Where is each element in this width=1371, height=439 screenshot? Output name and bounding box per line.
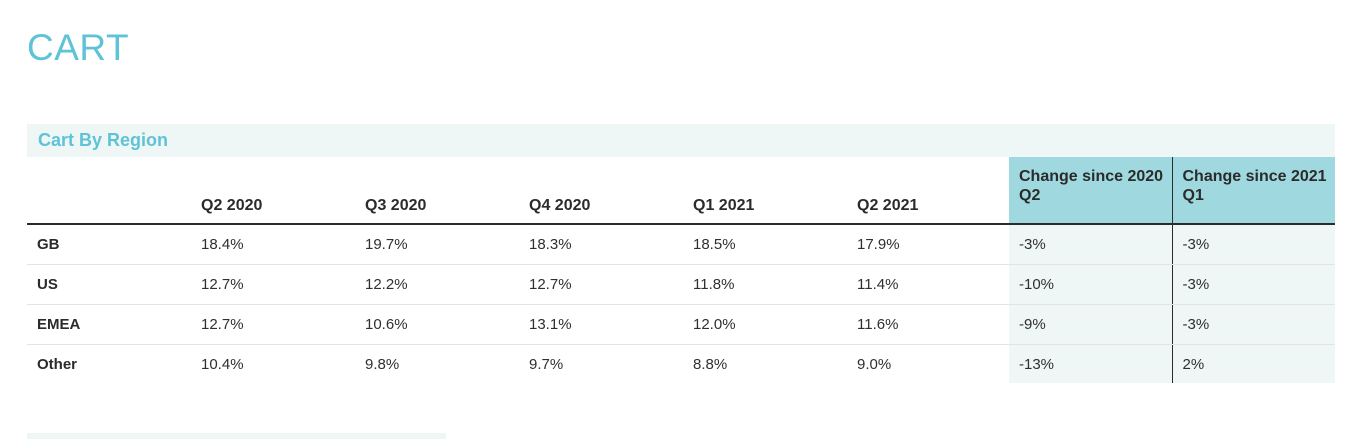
table-cell: 18.3% bbox=[519, 224, 683, 265]
table-cell: 11.8% bbox=[683, 264, 847, 305]
table-cell: 12.2% bbox=[355, 264, 519, 305]
section-title: Cart By Region bbox=[27, 124, 1335, 157]
table-cell: 12.0% bbox=[683, 304, 847, 345]
table-header-row: Q2 2020 Q3 2020 Q4 2020 Q1 2021 Q2 2021 … bbox=[27, 157, 1335, 225]
table-cell: 10.6% bbox=[355, 304, 519, 345]
region-label: GB bbox=[27, 224, 191, 265]
table-cell: 9.7% bbox=[519, 344, 683, 383]
page-title: CART bbox=[27, 27, 130, 68]
column-header: Q2 2021 bbox=[847, 157, 1009, 225]
change-cell: -13% bbox=[1009, 344, 1172, 383]
column-header: Q4 2020 bbox=[519, 157, 683, 225]
table-cell: 18.5% bbox=[683, 224, 847, 265]
table-row: EMEA 12.7% 10.6% 13.1% 12.0% 11.6% -9% -3% bbox=[27, 304, 1335, 345]
table-cell: 17.9% bbox=[847, 224, 1009, 265]
change-cell: -3% bbox=[1171, 264, 1335, 305]
table-cell: 9.8% bbox=[355, 344, 519, 383]
region-label: EMEA bbox=[27, 304, 191, 345]
table-row: GB 18.4% 19.7% 18.3% 18.5% 17.9% -3% -3% bbox=[27, 224, 1335, 265]
column-header: Q3 2020 bbox=[355, 157, 519, 225]
table-cell: 19.7% bbox=[355, 224, 519, 265]
table-cell: 12.7% bbox=[519, 264, 683, 305]
table-cell: 12.7% bbox=[191, 264, 355, 305]
change-column-header: Change since 2021 Q1 bbox=[1171, 157, 1335, 225]
change-column-header: Change since 2020 Q2 bbox=[1009, 157, 1172, 225]
table-cell: 10.4% bbox=[191, 344, 355, 383]
change-cell: -3% bbox=[1009, 224, 1172, 265]
change-cell: -9% bbox=[1009, 304, 1172, 345]
column-header: Q1 2021 bbox=[683, 157, 847, 225]
table-cell: 9.0% bbox=[847, 344, 1009, 383]
change-cell: 2% bbox=[1171, 344, 1335, 383]
cart-by-region-panel: Cart By Region Q2 2020 Q3 2020 Q4 2020 Q… bbox=[27, 124, 1335, 383]
table-cell: 11.6% bbox=[847, 304, 1009, 345]
table-row: US 12.7% 12.2% 12.7% 11.8% 11.4% -10% -3% bbox=[27, 264, 1335, 305]
region-label: US bbox=[27, 264, 191, 305]
change-cell: -10% bbox=[1009, 264, 1172, 305]
change-cell: -3% bbox=[1171, 224, 1335, 265]
table-cell: 8.8% bbox=[683, 344, 847, 383]
next-section-strip bbox=[27, 433, 446, 439]
change-cell: -3% bbox=[1171, 304, 1335, 345]
table-cell: 13.1% bbox=[519, 304, 683, 345]
column-header: Q2 2020 bbox=[191, 157, 355, 225]
table-cell: 18.4% bbox=[191, 224, 355, 265]
region-label: Other bbox=[27, 344, 191, 383]
cart-by-region-table: Q2 2020 Q3 2020 Q4 2020 Q1 2021 Q2 2021 … bbox=[27, 157, 1335, 383]
header-corner bbox=[27, 157, 191, 225]
table-cell: 11.4% bbox=[847, 264, 1009, 305]
table-cell: 12.7% bbox=[191, 304, 355, 345]
table-row: Other 10.4% 9.8% 9.7% 8.8% 9.0% -13% 2% bbox=[27, 344, 1335, 383]
